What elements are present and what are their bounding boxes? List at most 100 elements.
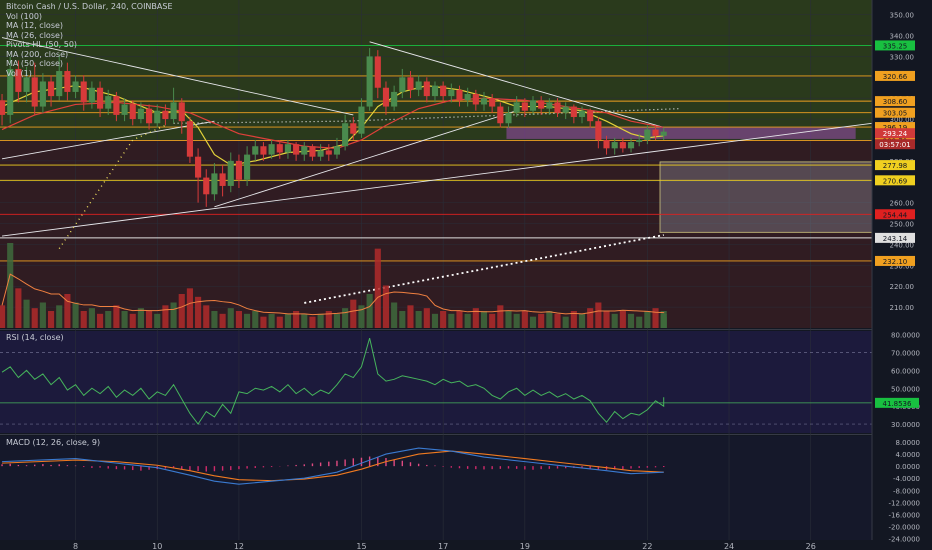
volume-bar (480, 311, 488, 328)
candle-body (72, 81, 79, 92)
volume-bar (276, 316, 283, 328)
candle-body (178, 102, 185, 122)
time-axis-label: 19 (520, 542, 530, 550)
volume-bar (268, 313, 275, 328)
candle-body (423, 81, 430, 97)
volume-bar (105, 311, 112, 328)
volume-bar (203, 305, 210, 328)
macd-axis-label: -20.0000 (889, 523, 920, 531)
candle-body (227, 160, 234, 186)
candle-body (399, 77, 406, 92)
volume-bar (325, 311, 332, 328)
price-level-tag (875, 209, 915, 220)
indicator-vol1[interactable]: Vol (1) (6, 68, 32, 78)
volume-bar (423, 308, 430, 328)
price-level-tag (875, 175, 915, 186)
price-level-label: 270.69 (883, 177, 908, 185)
candle-body (366, 56, 373, 107)
candle-body (113, 96, 120, 115)
volume-bar (391, 302, 398, 328)
trend-line (1, 37, 354, 116)
price-level-tag (875, 70, 915, 81)
candle-body (268, 144, 275, 155)
volume-bar (333, 313, 341, 328)
volume-bar (56, 305, 63, 328)
volume-bar (244, 313, 251, 328)
candle-body (276, 144, 283, 153)
volume-bar (64, 294, 71, 328)
rsi-title[interactable]: RSI (14, close) (6, 333, 64, 342)
price-axis-label: 330.00 (890, 53, 915, 61)
price-level-label: 254.44 (883, 211, 908, 219)
price-level-label: 243.14 (883, 235, 908, 243)
candle-body (578, 110, 586, 117)
price-level-tag (875, 122, 915, 133)
indicator-ma26[interactable]: MA (26, close) (6, 30, 64, 40)
indicator-ma12[interactable]: MA (12, close) (6, 21, 64, 30)
rsi-axis-label: 50.0000 (891, 385, 920, 393)
candle-body (105, 96, 112, 109)
macd-axis-label: -16.0000 (889, 511, 920, 519)
volume-bar (235, 311, 242, 328)
volume-bar (186, 288, 193, 328)
volume-bar (162, 305, 169, 328)
volume-bar (7, 243, 14, 328)
indicator-pivots[interactable]: Pivots HL (50, 50) (6, 40, 78, 49)
volume-bar (644, 311, 651, 328)
volume-bar (627, 313, 635, 328)
volume-bar (472, 308, 479, 328)
chart-title: Bitcoin Cash / U.S. Dollar, 240, COINBAS… (6, 2, 173, 11)
macd-axis-label: 0.0000 (896, 463, 921, 471)
indicator-vol100[interactable]: Vol (100) (6, 11, 43, 21)
volume-bar (538, 313, 545, 328)
volume-bar (72, 302, 79, 328)
candle-body (293, 144, 300, 155)
trend-line (1, 122, 873, 237)
volume-bar (358, 305, 365, 328)
candle-body (186, 121, 193, 157)
candle-body (284, 144, 292, 153)
candle-body (521, 102, 528, 111)
volume-bar (374, 248, 381, 328)
volume-bar (366, 294, 373, 328)
candle-body (0, 100, 6, 115)
candle-body (195, 156, 202, 178)
countdown-tag (875, 139, 915, 150)
macd-axis-label: -12.0000 (889, 499, 920, 507)
volume-bar (154, 313, 161, 328)
candle-body (456, 89, 463, 101)
candle-body (31, 77, 38, 107)
candle-body (162, 110, 169, 120)
volume-bar (252, 311, 259, 328)
candle-body (64, 71, 71, 92)
macd-title[interactable]: MACD (12, 26, close, 9) (6, 438, 101, 447)
candle-body (301, 146, 308, 155)
price-level-label: 296.19 (883, 124, 908, 132)
volume-bar (431, 313, 439, 328)
volume-bar (489, 313, 496, 328)
candle-body (440, 85, 447, 97)
candle-body (480, 98, 488, 105)
volume-bar (448, 313, 455, 328)
volume-bar (121, 311, 128, 328)
candle-body (154, 110, 161, 124)
volume-bar (497, 305, 504, 328)
indicator-ma50[interactable]: MA (50, close) (6, 59, 64, 68)
candle-body (497, 106, 504, 124)
volume-bar (521, 311, 528, 328)
rsi-current-label: 41.8536 (883, 400, 912, 408)
price-axis-label: 350.00 (890, 12, 915, 20)
price-axis-label: 300.00 (890, 116, 915, 124)
volume-bar (350, 299, 357, 328)
volume-bar (317, 313, 324, 328)
candle-body (252, 146, 259, 155)
trend-line (369, 41, 664, 128)
candle-body (23, 77, 30, 92)
rsi-panel-bg (0, 331, 872, 433)
candle-body (472, 94, 479, 105)
candle-body (603, 139, 610, 149)
indicator-ma200[interactable]: MA (200, close) (6, 49, 69, 59)
candle-body (546, 102, 553, 109)
